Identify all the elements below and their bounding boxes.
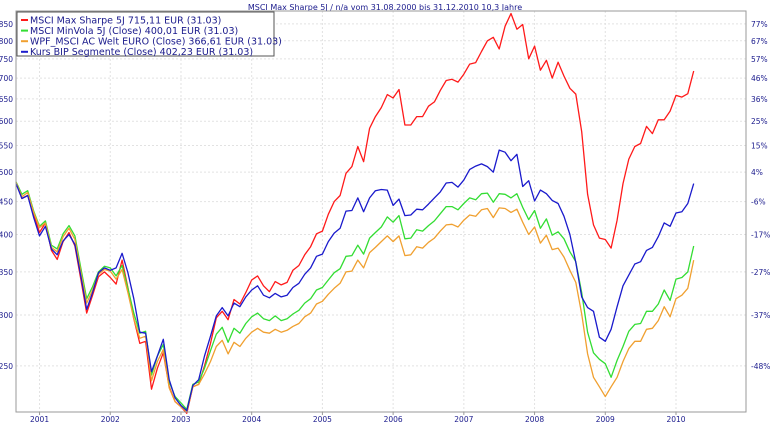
y-tick-label-right: -17% (751, 231, 770, 240)
series-layer (15, 12, 695, 414)
x-axis: 2001 2002 2003 2004 2005 2006 2007 2008 2009 2010 (30, 412, 686, 424)
y-tick-label-left: 300 (0, 311, 13, 320)
y-tick-label-right: 57% (751, 55, 768, 64)
x-tick-label: 2002 (101, 415, 120, 424)
y-tick-label-left: 700 (0, 74, 13, 83)
x-tick-label: 2005 (313, 415, 332, 424)
legend-entry-2: WPF_MSCI AC Welt EURO (Close) 366,61 EUR… (30, 37, 282, 48)
plot-frame (15, 10, 747, 413)
y-tick-label-right: 77% (751, 20, 768, 29)
y-tick-label-left: 250 (0, 362, 13, 371)
x-tick-label: 2006 (384, 415, 403, 424)
chart-title: MSCI Max Sharpe 5J / n/a vom 31.08.2000 … (248, 3, 522, 12)
x-tick-label: 2007 (454, 415, 473, 424)
legend-entry-0: MSCI Max Sharpe 5J 715,11 EUR (31.03) (30, 15, 221, 26)
y-tick-label-right: 46% (751, 74, 768, 83)
x-tick-label: 2004 (242, 415, 261, 424)
legend: MSCI Max Sharpe 5J 715,11 EUR (31.03)MSC… (16, 11, 282, 58)
y-tick-label-right: 15% (751, 142, 768, 151)
y-tick-label-right: -6% (751, 198, 766, 207)
legend-entry-1: MSCI MinVola 5J (Close) 400,01 EUR (31.0… (30, 26, 238, 37)
y-tick-label-left: 500 (0, 168, 13, 177)
x-tick-label: 2009 (596, 415, 615, 424)
y-tick-label-right: -27% (751, 268, 770, 277)
y-axis-left: 250 300 350 400 450 500 550 600 650 700 750 800 850 (0, 20, 13, 371)
y-tick-label-right: 36% (751, 95, 768, 104)
y-tick-label-left: 850 (0, 20, 13, 29)
y-tick-label-right: -37% (751, 311, 770, 320)
series-line-3 (15, 149, 695, 412)
y-tick-label-left: 400 (0, 231, 13, 240)
y-tick-label-left: 600 (0, 117, 13, 126)
legend-box (16, 11, 275, 57)
y-tick-label-right: 4% (751, 168, 763, 177)
y-tick-label-left: 550 (0, 142, 13, 151)
y-tick-label-right: 67% (751, 37, 768, 46)
y-tick-label-left: 350 (0, 268, 13, 277)
series-line-2 (15, 182, 695, 413)
legend-entry-3: Kurs BIP Segmente (Close) 402,23 EUR (31… (30, 47, 253, 58)
y-tick-label-left: 650 (0, 95, 13, 104)
y-tick-label-right: -48% (751, 362, 770, 371)
x-tick-label: 2008 (525, 415, 544, 424)
x-tick-label: 2010 (666, 415, 685, 424)
y-tick-label-left: 450 (0, 198, 13, 207)
y-tick-label-right: 25% (751, 117, 768, 126)
y-tick-label-left: 800 (0, 37, 13, 46)
y-tick-label-left: 750 (0, 55, 13, 64)
y-axis-right: -48% -37% -27% -17% -6% 4% 15% 25% 36% 46% 57% 67% 7… (751, 20, 770, 371)
x-tick-label: 2003 (171, 415, 190, 424)
x-tick-label: 2001 (30, 415, 49, 424)
